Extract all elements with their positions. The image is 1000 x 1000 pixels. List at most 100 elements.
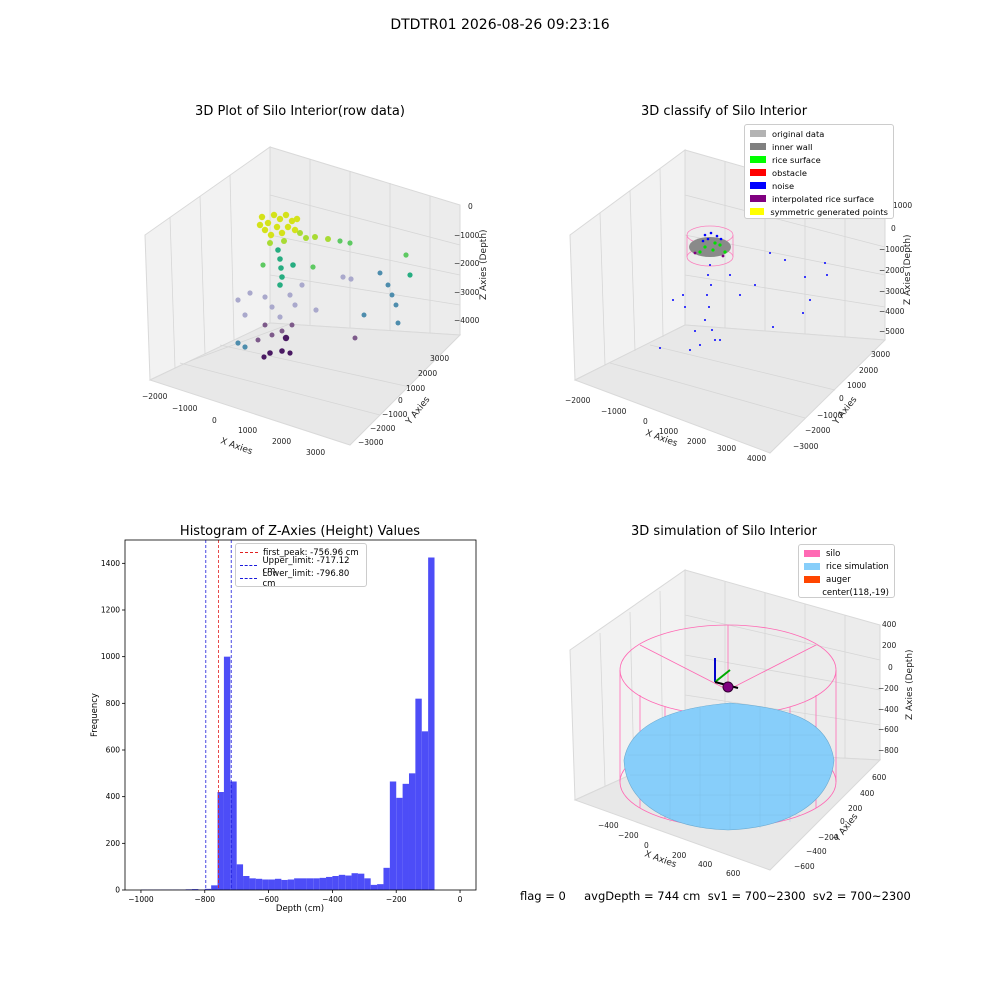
classify-y-tick: 1000	[847, 381, 866, 390]
histogram-threshold-lines	[205, 540, 232, 890]
classify-z-tick: 1000	[893, 201, 912, 210]
raw-scatter-points	[235, 211, 413, 360]
histogram-bar	[415, 698, 422, 890]
classify-z-tick: −4000	[879, 307, 905, 316]
classify-z-tick: −1000	[879, 245, 905, 254]
simulation-x-tick: 600	[726, 869, 741, 878]
simulation-y-tick: −200	[818, 833, 839, 842]
legend-swatch	[750, 156, 766, 163]
classify-legend-item: rice surface	[750, 153, 888, 166]
classify-legend-item: obstacle	[750, 166, 888, 179]
raw-x-tick: −1000	[172, 404, 198, 413]
legend-swatch	[750, 143, 766, 150]
raw-z-tick: −2000	[454, 259, 480, 268]
histogram-bar	[377, 884, 384, 890]
simulation-auger-marker	[722, 681, 734, 693]
raw-x-label: X Axies	[219, 436, 254, 455]
classify-x-tick: 1000	[659, 427, 678, 436]
classify-x-ticks: −2000 −1000 0 1000 2000 3000 4000	[565, 396, 766, 463]
histogram-y-tick-label: 400	[106, 792, 121, 801]
histogram-bar	[274, 878, 282, 890]
simulation-z-tick: 400	[882, 620, 897, 629]
classify-legend-item: original data	[750, 127, 888, 140]
histogram-bars	[140, 557, 435, 890]
histogram-y-label: Frequency	[90, 693, 100, 737]
classify-z-label: Z Axies (Depth)	[903, 234, 913, 305]
status-footer: flag = 0 avgDepth = 744 cm sv1 = 700~230…	[520, 889, 911, 903]
figure-supertitle: DTDTR01 2026-08-26 09:23:16	[390, 17, 610, 33]
legend-label: silo	[826, 548, 841, 559]
raw-x-tick: 1000	[238, 426, 257, 435]
legend-label: rice surface	[772, 154, 821, 165]
classify-z-tick: −5000	[879, 327, 905, 336]
histogram-x-tick-label: −600	[258, 895, 279, 904]
classify-z-tick: −3000	[879, 287, 905, 296]
simulation-legend: silo rice simulation auger center(118,-19)	[798, 544, 895, 598]
classify-legend-item: noise	[750, 179, 888, 192]
raw-z-ticks: 0 −1000 −2000 −3000 −4000	[454, 202, 480, 325]
histogram-bar	[255, 878, 263, 890]
raw-x-tick: 3000	[306, 448, 325, 455]
raw-z-label: Z Axies (Depth)	[479, 229, 489, 300]
classify-floor-pane	[573, 324, 887, 454]
histogram-y-ticks: 0 200 400 600 800 1000 1200 1400	[101, 559, 125, 895]
classify-x-tick: 2000	[687, 437, 706, 446]
raw-x-tick: 0	[212, 416, 217, 425]
simulation-z-tick: −200	[878, 684, 899, 693]
raw-y-tick: 2000	[418, 369, 437, 378]
histogram-bar	[287, 879, 295, 890]
legend-label: symmetric generated points	[770, 206, 888, 217]
histogram-bar	[262, 879, 269, 890]
classify-legend-item: interpolated rice surface	[750, 192, 888, 205]
histogram-y-tick-label: 800	[106, 699, 121, 708]
raw-z-tick: −1000	[454, 231, 480, 240]
histogram-y-tick-label: 600	[106, 746, 121, 755]
histogram-bar	[351, 873, 358, 890]
raw-y-tick: 1000	[406, 384, 425, 393]
histogram-bar	[249, 878, 256, 890]
simulation-legend-item: silo	[804, 547, 889, 560]
histogram-bar	[211, 885, 218, 890]
histogram-bar	[428, 557, 435, 890]
simulation-x-tick: 400	[698, 860, 713, 869]
raw-y-label: Y Axies	[404, 395, 433, 428]
simulation-z-tick: −600	[878, 725, 899, 734]
histogram-x-tick-label: −800	[194, 895, 215, 904]
histogram-bar	[421, 731, 429, 890]
legend-label: Upper_limit: -717.12 cm	[262, 555, 350, 576]
histogram-bar	[306, 878, 314, 890]
histogram-bar	[408, 773, 416, 890]
classify-x-tick: 0	[643, 417, 648, 426]
histogram-bar	[192, 889, 199, 890]
simulation-z-ticks: 400 200 0 −200 −400 −600 −800	[878, 620, 899, 755]
classify-y-tick: −3000	[793, 442, 819, 451]
classify-y-tick: −1000	[817, 411, 843, 420]
simulation-x-ticks: −400 −200 0 200 400 600	[598, 821, 741, 878]
simulation-y-tick: 200	[848, 804, 863, 813]
histogram-x-tick-label: 0	[458, 895, 463, 904]
legend-label: noise	[772, 180, 795, 191]
simulation-x-tick: −200	[618, 831, 639, 840]
raw-plot-title: 3D Plot of Silo Interior(row data)	[195, 104, 405, 119]
histogram-bar	[204, 888, 212, 890]
histogram-y-tick-label: 1200	[101, 606, 120, 615]
simulation-z-tick: 200	[882, 641, 897, 650]
histogram-legend-item: Upper_limit: -717.12 cm	[240, 556, 362, 576]
classify-3d-plot: −2000 −1000 0 1000 2000 3000 4000 X Axie…	[565, 149, 913, 463]
classify-z-ticks: 1000 0 −1000 −2000 −3000 −4000 −5000	[879, 201, 912, 336]
classify-x-tick: −2000	[565, 396, 591, 405]
legend-line-swatch	[240, 565, 258, 566]
classify-z-tick: 0	[891, 224, 896, 233]
legend-swatch	[804, 576, 820, 583]
simulation-x-tick: 0	[644, 841, 649, 850]
legend-swatch	[750, 130, 766, 137]
histogram-bar	[370, 884, 378, 890]
classify-interpolated-points	[693, 251, 725, 258]
histogram-bar	[364, 878, 371, 890]
simulation-y-tick: 400	[860, 789, 875, 798]
raw-y-tick: −1000	[382, 410, 408, 419]
simulation-z-label: Z Axies (Depth)	[905, 649, 915, 720]
histogram-x-ticks: −1000 −800 −600 −400 −200 0	[128, 890, 463, 904]
histogram-bar	[319, 877, 327, 890]
raw-y-tick: −3000	[358, 438, 384, 447]
